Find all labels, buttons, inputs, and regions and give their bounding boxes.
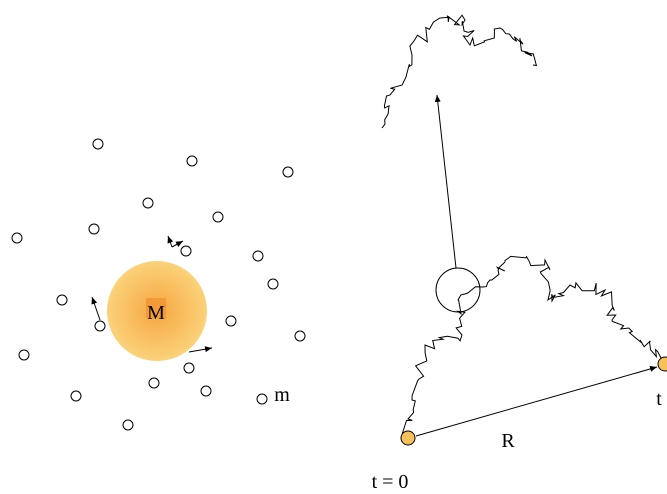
small-particle [89, 224, 99, 234]
small-mass-label: m [274, 384, 290, 406]
small-particle [187, 156, 197, 166]
start-point [401, 431, 415, 445]
brownian-path [403, 256, 662, 433]
distance-arrow [416, 367, 657, 436]
small-particle [19, 350, 29, 360]
diagram: M m R t = 0 t [0, 0, 667, 494]
small-particle [184, 363, 194, 373]
zoom-arrow [437, 95, 456, 268]
small-particle [143, 198, 153, 208]
small-particle [295, 331, 305, 341]
small-particle [257, 394, 267, 404]
end-point [658, 357, 667, 371]
small-particle [283, 167, 293, 177]
end-time-label: t [656, 388, 662, 410]
small-particle [123, 420, 133, 430]
small-particle [57, 295, 67, 305]
small-particle [201, 386, 211, 396]
start-time-label: t = 0 [372, 471, 409, 493]
zoomed-path [382, 15, 536, 128]
small-particle [253, 251, 263, 261]
small-particle [95, 321, 105, 331]
small-particle [71, 391, 81, 401]
small-particle [12, 233, 22, 243]
small-particle [149, 378, 159, 388]
random-walks [382, 15, 661, 433]
small-particle [181, 246, 191, 256]
small-particle [268, 279, 278, 289]
small-particle [226, 316, 236, 326]
small-particle [93, 139, 103, 149]
distance-label: R [501, 430, 515, 452]
small-particle [213, 212, 223, 222]
big-mass-label: M [147, 302, 165, 324]
zoom-circle [436, 268, 480, 312]
